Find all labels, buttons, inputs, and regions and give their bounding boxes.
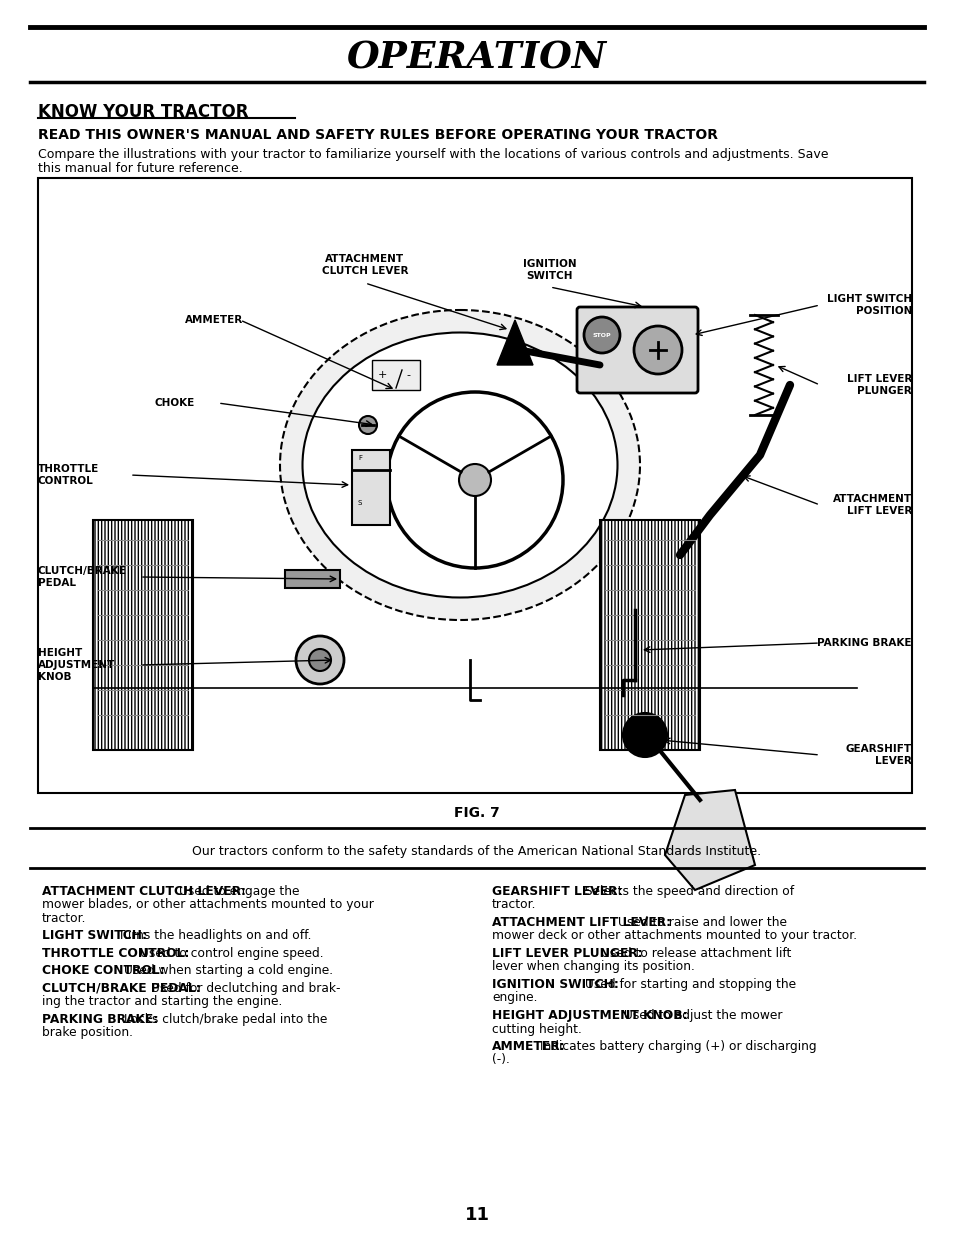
Bar	[38, 179, 911, 794]
Text: CLUTCH/BRAKE
PEDAL: CLUTCH/BRAKE PEDAL	[38, 565, 127, 588]
Text: PARKING BRAKE:: PARKING BRAKE:	[42, 1013, 158, 1025]
Text: LIGHT SWITCH
POSITION: LIGHT SWITCH POSITION	[826, 294, 911, 316]
Text: Turns the headlights on and off.: Turns the headlights on and off.	[114, 930, 312, 942]
Circle shape	[358, 415, 376, 434]
Text: ATTACHMENT LIFT LEVER:: ATTACHMENT LIFT LEVER:	[492, 916, 670, 929]
Text: FIG. 7: FIG. 7	[454, 806, 499, 820]
Text: PARKING BRAKE: PARKING BRAKE	[817, 639, 911, 649]
Text: IGNITION SWITCH:: IGNITION SWITCH:	[492, 978, 618, 991]
Text: IGNITION
SWITCH: IGNITION SWITCH	[522, 259, 577, 281]
Text: LIGHT SWITCH:: LIGHT SWITCH:	[42, 930, 147, 942]
Text: mower blades, or other attachments mounted to your: mower blades, or other attachments mount…	[42, 899, 374, 911]
Text: tractor.: tractor.	[492, 899, 536, 911]
Circle shape	[583, 317, 619, 353]
Text: ATTACHMENT
CLUTCH LEVER: ATTACHMENT CLUTCH LEVER	[321, 254, 408, 277]
Circle shape	[634, 326, 681, 374]
Bar	[92, 520, 193, 750]
Polygon shape	[664, 790, 754, 890]
Bar	[372, 360, 419, 391]
Bar	[285, 570, 339, 588]
Text: mower deck or other attachments mounted to your tractor.: mower deck or other attachments mounted …	[492, 930, 856, 942]
Text: tractor.: tractor.	[42, 911, 87, 925]
Text: GEARSHIFT
LEVER: GEARSHIFT LEVER	[845, 744, 911, 766]
Text: Used to engage the: Used to engage the	[175, 885, 299, 898]
Text: Used to control engine speed.: Used to control engine speed.	[136, 947, 324, 960]
Text: Used when starting a cold engine.: Used when starting a cold engine.	[119, 965, 333, 977]
Text: LIFT LEVER PLUNGER:: LIFT LEVER PLUNGER:	[492, 947, 642, 960]
Text: Used for starting and stopping the: Used for starting and stopping the	[580, 978, 795, 991]
Text: CHOKE CONTROL:: CHOKE CONTROL:	[42, 965, 165, 977]
Text: this manual for future reference.: this manual for future reference.	[38, 162, 242, 175]
Bar	[599, 520, 700, 750]
Bar	[352, 450, 390, 525]
Text: CLUTCH/BRAKE PEDAL:: CLUTCH/BRAKE PEDAL:	[42, 982, 200, 994]
Ellipse shape	[280, 310, 639, 620]
Text: engine.: engine.	[492, 992, 537, 1004]
Circle shape	[622, 713, 666, 756]
Text: S: S	[357, 500, 362, 506]
Text: LIFT LEVER
PLUNGER: LIFT LEVER PLUNGER	[845, 373, 911, 397]
Text: lever when changing its position.: lever when changing its position.	[492, 961, 694, 973]
Text: THROTTLE CONTROL:: THROTTLE CONTROL:	[42, 947, 190, 960]
Text: F: F	[357, 455, 361, 461]
Text: Compare the illustrations with your tractor to familiarize yourself with the loc: Compare the illustrations with your trac…	[38, 148, 827, 161]
Text: Used for declutching and brak-: Used for declutching and brak-	[148, 982, 340, 994]
Text: brake position.: brake position.	[42, 1027, 132, 1039]
Text: Selects the speed and direction of: Selects the speed and direction of	[580, 885, 793, 898]
Text: 11: 11	[464, 1207, 489, 1224]
Text: Indicates battery charging (+) or discharging: Indicates battery charging (+) or discha…	[536, 1040, 816, 1053]
Text: AMMETER: AMMETER	[185, 315, 243, 325]
Text: ATTACHMENT CLUTCH LEVER:: ATTACHMENT CLUTCH LEVER:	[42, 885, 246, 898]
FancyBboxPatch shape	[577, 308, 698, 393]
Text: Used to raise and lower the: Used to raise and lower the	[614, 916, 786, 929]
Text: STOP: STOP	[592, 332, 611, 337]
Text: Used to adjust the mower: Used to adjust the mower	[619, 1009, 781, 1022]
Circle shape	[458, 464, 491, 496]
Text: Our tractors conform to the safety standards of the American National Standards : Our tractors conform to the safety stand…	[193, 844, 760, 858]
Text: -: -	[406, 370, 410, 379]
Text: READ THIS OWNER'S MANUAL AND SAFETY RULES BEFORE OPERATING YOUR TRACTOR: READ THIS OWNER'S MANUAL AND SAFETY RULE…	[38, 128, 718, 143]
Circle shape	[295, 636, 344, 684]
Text: (-).: (-).	[492, 1054, 509, 1066]
Text: OPERATION: OPERATION	[347, 40, 606, 77]
Text: KNOW YOUR TRACTOR: KNOW YOUR TRACTOR	[38, 103, 248, 122]
Polygon shape	[497, 320, 533, 365]
Text: cutting height.: cutting height.	[492, 1023, 581, 1035]
Circle shape	[309, 649, 331, 671]
Text: ATTACHMENT
LIFT LEVER: ATTACHMENT LIFT LEVER	[832, 494, 911, 516]
Text: +: +	[377, 370, 386, 379]
Text: HEIGHT
ADJUSTMENT
KNOB: HEIGHT ADJUSTMENT KNOB	[38, 647, 115, 682]
Text: Used to release attachment lift: Used to release attachment lift	[597, 947, 791, 960]
Ellipse shape	[302, 332, 617, 598]
Text: HEIGHT ADJUSTMENT KNOB:: HEIGHT ADJUSTMENT KNOB:	[492, 1009, 687, 1022]
Text: GEARSHIFT LEVER:: GEARSHIFT LEVER:	[492, 885, 622, 898]
Text: CHOKE: CHOKE	[154, 398, 195, 408]
Text: AMMETER:: AMMETER:	[492, 1040, 565, 1053]
Text: Locks clutch/brake pedal into the: Locks clutch/brake pedal into the	[119, 1013, 327, 1025]
Text: THROTTLE
CONTROL: THROTTLE CONTROL	[38, 464, 99, 486]
Text: ing the tractor and starting the engine.: ing the tractor and starting the engine.	[42, 996, 282, 1008]
